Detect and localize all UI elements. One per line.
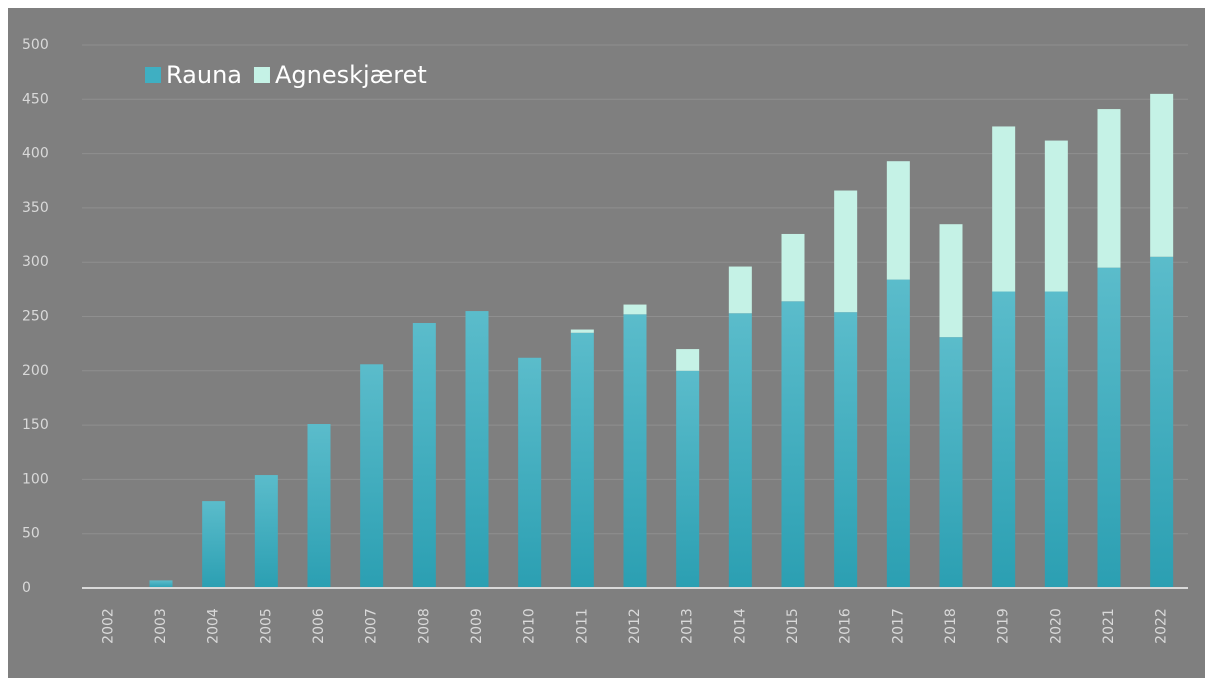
legend-label: Agneskjæret <box>275 61 427 89</box>
legend: Rauna Agneskjæret <box>145 61 427 89</box>
legend-swatch <box>253 67 270 83</box>
x-tick-label: 2011 <box>574 608 590 644</box>
bar <box>623 304 647 315</box>
bar <box>1044 140 1068 292</box>
bar <box>834 312 858 588</box>
bar <box>518 357 542 588</box>
bar <box>834 190 858 313</box>
bar <box>1044 291 1068 588</box>
x-tick-label: 2004 <box>206 608 222 644</box>
x-tick-label: 2003 <box>153 608 169 644</box>
x-tick-label: 2005 <box>258 608 274 644</box>
bar <box>570 332 594 588</box>
x-tick-label: 2006 <box>311 608 327 644</box>
bar <box>676 349 700 371</box>
x-tick-label: 2019 <box>996 608 1012 644</box>
y-tick-label: 50 <box>22 526 40 542</box>
y-tick-label: 200 <box>22 363 49 379</box>
bar <box>992 126 1016 292</box>
bar <box>781 301 805 588</box>
bar <box>360 364 384 588</box>
bar <box>570 329 594 333</box>
y-tick-label: 300 <box>22 254 49 270</box>
bar <box>1150 93 1174 257</box>
y-tick-label: 100 <box>22 471 49 487</box>
legend-swatch <box>145 67 161 83</box>
legend-label: Rauna <box>166 61 242 89</box>
x-tick-label: 2010 <box>522 608 538 644</box>
bar <box>465 311 489 588</box>
bar <box>149 580 173 588</box>
y-tick-label: 250 <box>22 309 49 325</box>
x-tick-label: 2014 <box>732 608 748 644</box>
x-tick-label: 2022 <box>1154 608 1170 644</box>
bar <box>412 323 436 588</box>
x-tick-label: 2018 <box>943 608 959 644</box>
x-tick-label: 2020 <box>1048 608 1064 644</box>
x-tick-label: 2015 <box>785 608 801 644</box>
y-tick-label: 0 <box>22 580 31 596</box>
y-tick-label: 150 <box>22 417 49 433</box>
bar <box>307 424 331 588</box>
y-tick-label: 450 <box>22 91 49 107</box>
bar <box>254 475 278 588</box>
bar <box>623 314 647 588</box>
bar <box>1150 256 1174 588</box>
x-tick-label: 2002 <box>100 608 116 644</box>
bar <box>886 161 910 280</box>
bar <box>781 233 805 302</box>
bar <box>939 224 963 338</box>
bar <box>886 279 910 588</box>
bar <box>992 291 1016 588</box>
y-tick-label: 350 <box>22 200 49 216</box>
bar <box>728 313 752 588</box>
bar <box>202 501 226 588</box>
bar <box>728 266 752 314</box>
x-tick-label: 2008 <box>416 608 432 644</box>
x-tick-label: 2007 <box>364 608 380 644</box>
x-tick-label: 2016 <box>838 608 854 644</box>
y-tick-label: 400 <box>22 146 49 162</box>
bar <box>1097 109 1121 268</box>
x-tick-label: 2017 <box>890 608 906 644</box>
x-tick-label: 2021 <box>1101 608 1117 644</box>
bar <box>1097 267 1121 588</box>
x-tick-label: 2013 <box>680 608 696 644</box>
x-tick-label: 2012 <box>627 608 643 644</box>
y-tick-label: 500 <box>22 37 49 53</box>
bar <box>676 370 700 588</box>
x-tick-label: 2009 <box>469 608 485 644</box>
chart-background <box>8 8 1205 678</box>
bar <box>939 337 963 588</box>
